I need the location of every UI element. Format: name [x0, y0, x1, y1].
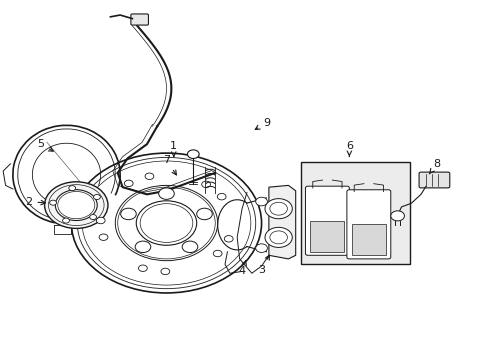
Circle shape [182, 241, 197, 253]
Circle shape [390, 211, 404, 221]
Circle shape [121, 208, 136, 220]
Circle shape [187, 150, 199, 158]
Text: 5: 5 [37, 139, 53, 151]
Circle shape [89, 215, 96, 220]
Circle shape [69, 186, 76, 191]
Text: 8: 8 [428, 159, 440, 174]
FancyBboxPatch shape [346, 190, 390, 259]
Text: 1: 1 [170, 141, 177, 157]
FancyBboxPatch shape [305, 186, 348, 255]
Text: 9: 9 [255, 118, 269, 130]
FancyBboxPatch shape [418, 172, 449, 188]
Circle shape [44, 182, 108, 228]
Circle shape [55, 190, 97, 221]
Circle shape [224, 235, 233, 242]
Text: 2: 2 [25, 197, 45, 207]
Circle shape [213, 250, 222, 257]
Bar [300, 162, 409, 264]
Text: 3: 3 [258, 255, 269, 275]
Circle shape [158, 188, 174, 199]
Text: 7: 7 [163, 155, 176, 175]
Polygon shape [268, 185, 295, 259]
Text: 6: 6 [345, 141, 352, 157]
Circle shape [217, 193, 225, 200]
Text: 4: 4 [238, 261, 246, 276]
Bar [310, 221, 344, 252]
Circle shape [264, 199, 292, 219]
Circle shape [255, 244, 267, 252]
Circle shape [93, 194, 100, 199]
Circle shape [96, 217, 105, 224]
Circle shape [201, 181, 210, 188]
Circle shape [161, 268, 169, 275]
Circle shape [138, 265, 147, 271]
Circle shape [264, 227, 292, 247]
FancyBboxPatch shape [131, 14, 148, 25]
Circle shape [255, 197, 267, 206]
Circle shape [196, 208, 212, 220]
Circle shape [99, 234, 108, 240]
Circle shape [135, 241, 150, 253]
Bar [351, 225, 385, 255]
Circle shape [62, 218, 69, 223]
Circle shape [145, 173, 154, 180]
Circle shape [50, 200, 57, 205]
Circle shape [124, 180, 133, 186]
